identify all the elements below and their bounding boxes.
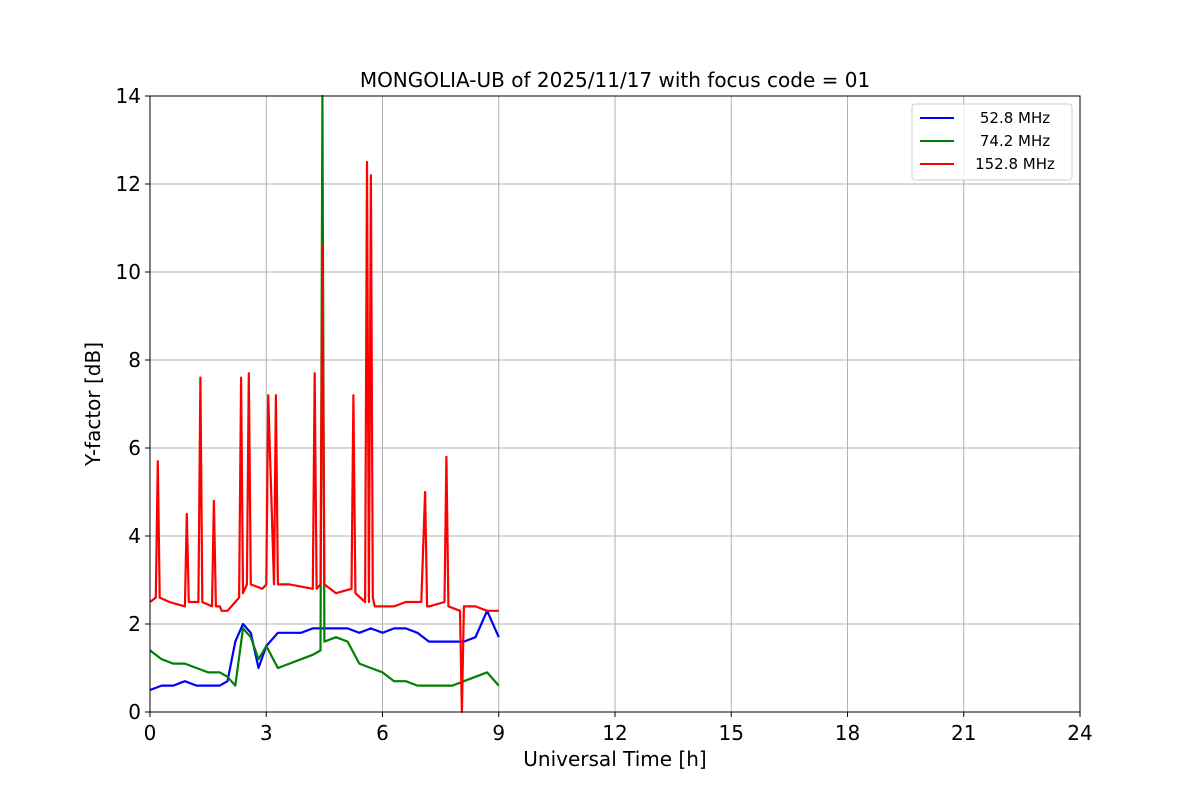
x-tick-label: 3 bbox=[260, 721, 273, 745]
y-tick-label: 12 bbox=[116, 172, 141, 196]
series-line-152-8-mhz bbox=[149, 160, 499, 714]
series-lines bbox=[149, 94, 500, 714]
x-tick-label: 0 bbox=[144, 721, 157, 745]
x-tick-label: 12 bbox=[602, 721, 627, 745]
chart-title: MONGOLIA-UB of 2025/11/17 with focus cod… bbox=[360, 68, 870, 92]
y-tick-label: 2 bbox=[128, 612, 141, 636]
series-line-52-8-mhz bbox=[149, 609, 500, 692]
x-tick-label: 9 bbox=[492, 721, 505, 745]
legend-label: 74.2 MHz bbox=[980, 132, 1050, 150]
legend-box bbox=[911, 103, 1073, 181]
y-tick-label: 4 bbox=[128, 524, 141, 548]
x-tick-label: 24 bbox=[1067, 721, 1092, 745]
series-line-74-2-mhz bbox=[149, 94, 500, 687]
legend: 52.8 MHz 74.2 MHz 152.8 MHz bbox=[911, 103, 1073, 181]
x-tick-label: 15 bbox=[719, 721, 744, 745]
y-tick-label: 6 bbox=[128, 436, 141, 460]
y-tick-label: 14 bbox=[116, 84, 141, 108]
legend-label: 52.8 MHz bbox=[980, 109, 1050, 127]
y-tick-label: 8 bbox=[128, 348, 141, 372]
legend-label: 152.8 MHz bbox=[975, 155, 1055, 173]
x-tick-label: 6 bbox=[376, 721, 389, 745]
x-axis-label: Universal Time [h] bbox=[523, 747, 706, 771]
y-tick-label: 10 bbox=[116, 260, 141, 284]
y-tick-label: 0 bbox=[128, 700, 141, 724]
x-tick-label: 21 bbox=[951, 721, 976, 745]
y-axis-label: Y-factor [dB] bbox=[81, 342, 105, 467]
x-tick-label: 18 bbox=[835, 721, 860, 745]
